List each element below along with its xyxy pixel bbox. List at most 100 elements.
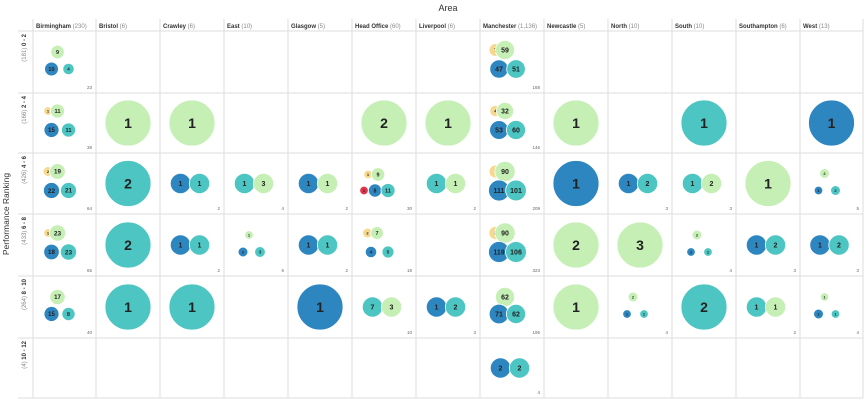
bubble <box>296 283 344 331</box>
bubble <box>48 224 67 242</box>
bubble-label: 9 <box>56 50 59 56</box>
bubble <box>380 183 396 198</box>
column-header-name: Southampton <box>739 24 778 30</box>
cell-total: 4 <box>281 206 284 211</box>
bubble-label: 1 <box>179 242 183 249</box>
cell-total: 10 <box>407 330 413 335</box>
bubble-label: 1 <box>363 188 366 193</box>
bubble-label: 9 <box>376 172 379 178</box>
bubble <box>237 246 249 258</box>
column-header-count: (10) <box>627 24 639 30</box>
bubble <box>43 306 60 322</box>
bubble-label: 1 <box>755 304 759 311</box>
bubble <box>104 160 152 207</box>
row-header-count: (426) <box>22 168 28 184</box>
bubble <box>703 247 713 257</box>
bubble-label: 11 <box>385 188 391 194</box>
cell-total: 2 <box>217 206 220 211</box>
row-header: (264) 8 - 10 <box>22 278 28 310</box>
cell-total: 65 <box>87 268 93 273</box>
cell-total: 209 <box>532 206 540 211</box>
bubble <box>444 172 467 195</box>
bubble <box>44 61 59 77</box>
bubble-label: 90 <box>501 230 509 237</box>
cell-total: 146 <box>532 145 540 150</box>
column-header: North (10) <box>611 24 639 30</box>
column-header-name: East <box>227 24 240 30</box>
bubble-label: 2 <box>124 175 132 191</box>
bubble <box>495 40 515 60</box>
bubble-label: 59 <box>501 47 509 54</box>
bubble <box>188 172 211 195</box>
column-header: Southampton (6) <box>739 24 787 30</box>
bubble <box>552 221 600 269</box>
column-header-count: (6) <box>186 24 195 30</box>
bubble <box>316 234 339 256</box>
bubble <box>639 309 649 319</box>
column-header-count: (10) <box>692 24 704 30</box>
bubble <box>424 99 472 147</box>
column-header-name: Liverpool <box>419 24 446 30</box>
bubble-label: 1 <box>828 115 836 131</box>
bubble <box>381 245 395 259</box>
bubble <box>552 283 600 331</box>
bubble-label: 2 <box>572 237 580 253</box>
bubble <box>252 172 275 195</box>
bubble <box>828 234 850 256</box>
cell-total: 30 <box>407 206 413 211</box>
row-header-name: 2 - 4 <box>22 95 28 108</box>
bubble <box>686 247 696 257</box>
cell-total: 2 <box>793 330 796 335</box>
row-header-count: (181) <box>22 46 28 62</box>
column-header-count: (6) <box>118 24 127 30</box>
bubble-label: 1 <box>755 242 759 249</box>
cell-total: 6 <box>281 268 284 273</box>
row-header: (433) 6 - 8 <box>22 216 28 244</box>
bubble-label: 3 <box>259 249 262 254</box>
column-header-name: South <box>675 24 692 30</box>
bubble-label: 11 <box>66 128 72 134</box>
bubble-label: 1 <box>124 299 132 315</box>
bubble-label: 1 <box>643 311 646 316</box>
bubble <box>813 308 824 320</box>
cell-total: 2 <box>345 268 348 273</box>
bubble <box>813 185 824 196</box>
cell-total: 18 <box>407 268 413 273</box>
bubble <box>59 243 78 261</box>
bubble <box>764 234 787 256</box>
bubble <box>364 245 378 259</box>
bubble <box>819 168 830 179</box>
cell-total: 23 <box>87 85 93 90</box>
bubble-label: 119 <box>493 249 504 256</box>
bubble-label: 8 <box>67 312 70 318</box>
bubble <box>691 229 703 241</box>
column-header: South (10) <box>675 24 704 30</box>
column-header-count: (1,136) <box>516 24 537 30</box>
bubble-label: 18 <box>48 249 55 256</box>
bubble-label: 51 <box>512 66 520 73</box>
column-header: East (10) <box>227 24 252 30</box>
bubble <box>43 243 60 261</box>
bubble-label: 1 <box>823 294 826 299</box>
bubble <box>444 296 467 318</box>
column-header-name: Crawley <box>163 24 187 30</box>
cell-total: 4 <box>537 390 540 395</box>
column-header-count: (60) <box>388 24 400 30</box>
bubble-label: 1 <box>444 115 452 131</box>
cell-total: 195 <box>532 330 540 335</box>
bubble <box>244 230 254 240</box>
bubble-label: 1 <box>691 181 695 188</box>
column-header-name: Bristol <box>99 24 118 30</box>
bubble-label: 1 <box>307 242 311 249</box>
x-axis-title: Area <box>438 3 457 13</box>
bubble <box>168 283 216 331</box>
bubble <box>60 182 77 199</box>
row-header-name: 8 - 10 <box>22 278 28 294</box>
bubble-label: 7 <box>371 304 375 311</box>
bubble <box>104 99 152 147</box>
bubble-label: 1 <box>700 115 708 131</box>
bubble-label: 1 <box>307 181 311 188</box>
bubble-label: 10 <box>48 67 54 73</box>
column-header-count: (13) <box>817 24 829 30</box>
